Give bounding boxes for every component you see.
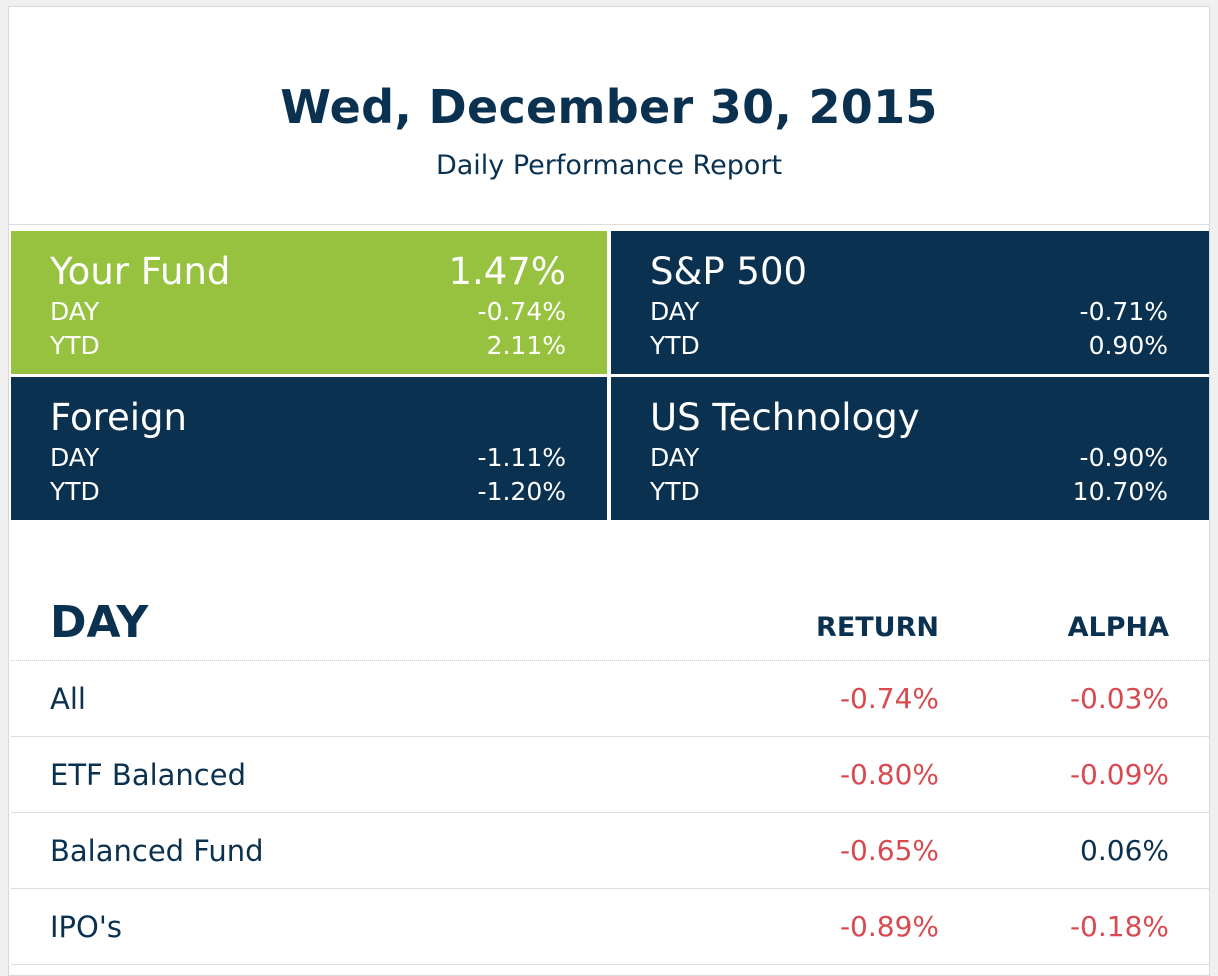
tile-day-label: DAY — [650, 443, 700, 472]
table-row: Balanced Fund -0.65% 0.06% — [11, 813, 1209, 889]
tile-ytd-label: YTD — [650, 477, 700, 506]
row-return: -0.80% — [839, 758, 939, 791]
tile-day-label: DAY — [650, 297, 700, 326]
row-alpha: -0.03% — [1069, 682, 1169, 715]
table-row: ETF Balanced -0.80% -0.09% — [11, 737, 1209, 813]
table-row: IPO's -0.89% -0.18% — [11, 889, 1209, 965]
tile-day-value: -0.74% — [477, 297, 566, 326]
row-alpha: -0.18% — [1069, 910, 1169, 943]
tile-foreign: Foreign DAY -1.11% YTD -1.20% — [11, 377, 607, 520]
tile-day-label: DAY — [50, 297, 100, 326]
tile-ytd-value: -1.20% — [477, 477, 566, 506]
column-header-return: RETURN — [816, 612, 939, 643]
tile-name: Your Fund — [50, 250, 231, 293]
row-alpha: 0.06% — [1080, 834, 1169, 867]
tile-name: Foreign — [50, 396, 187, 439]
row-alpha: -0.09% — [1069, 758, 1169, 791]
row-name: Balanced Fund — [50, 833, 264, 868]
table-header: DAY RETURN ALPHA — [11, 587, 1209, 661]
table-row: All -0.74% -0.03% — [11, 661, 1209, 737]
tile-ytd-label: YTD — [50, 331, 100, 360]
section-title: DAY — [50, 597, 149, 648]
tile-your-fund: Your Fund 1.47% DAY -0.74% YTD 2.11% — [11, 231, 607, 374]
tile-us-technology: US Technology DAY -0.90% YTD 10.70% — [611, 377, 1209, 520]
summary-tiles: Your Fund 1.47% DAY -0.74% YTD 2.11% S&P… — [11, 231, 1209, 521]
tile-name: S&P 500 — [650, 250, 808, 293]
report-date: Wed, December 30, 2015 — [280, 80, 938, 134]
tile-name: US Technology — [650, 396, 920, 439]
row-return: -0.89% — [839, 910, 939, 943]
day-performance-table: DAY RETURN ALPHA All -0.74% -0.03% ETF B… — [11, 587, 1209, 965]
tile-ytd-value: 0.90% — [1088, 331, 1168, 360]
row-return: -0.65% — [839, 834, 939, 867]
tile-day-value: -0.90% — [1079, 443, 1168, 472]
tile-ytd-label: YTD — [650, 331, 700, 360]
tile-day-value: -1.11% — [477, 443, 566, 472]
report-header: Wed, December 30, 2015 Daily Performance… — [9, 7, 1209, 225]
tile-total: 1.47% — [448, 250, 566, 293]
row-name: All — [50, 681, 86, 716]
row-name: ETF Balanced — [50, 757, 247, 792]
column-header-alpha: ALPHA — [1067, 612, 1169, 643]
report-subtitle: Daily Performance Report — [435, 150, 783, 181]
tile-ytd-value: 10.70% — [1072, 477, 1168, 506]
row-name: IPO's — [50, 909, 122, 944]
tile-ytd-value: 2.11% — [486, 331, 566, 360]
report-card: Wed, December 30, 2015 Daily Performance… — [8, 6, 1210, 976]
tile-sp500: S&P 500 DAY -0.71% YTD 0.90% — [611, 231, 1209, 374]
tile-ytd-label: YTD — [50, 477, 100, 506]
tile-day-label: DAY — [50, 443, 100, 472]
tile-day-value: -0.71% — [1079, 297, 1168, 326]
row-return: -0.74% — [839, 682, 939, 715]
